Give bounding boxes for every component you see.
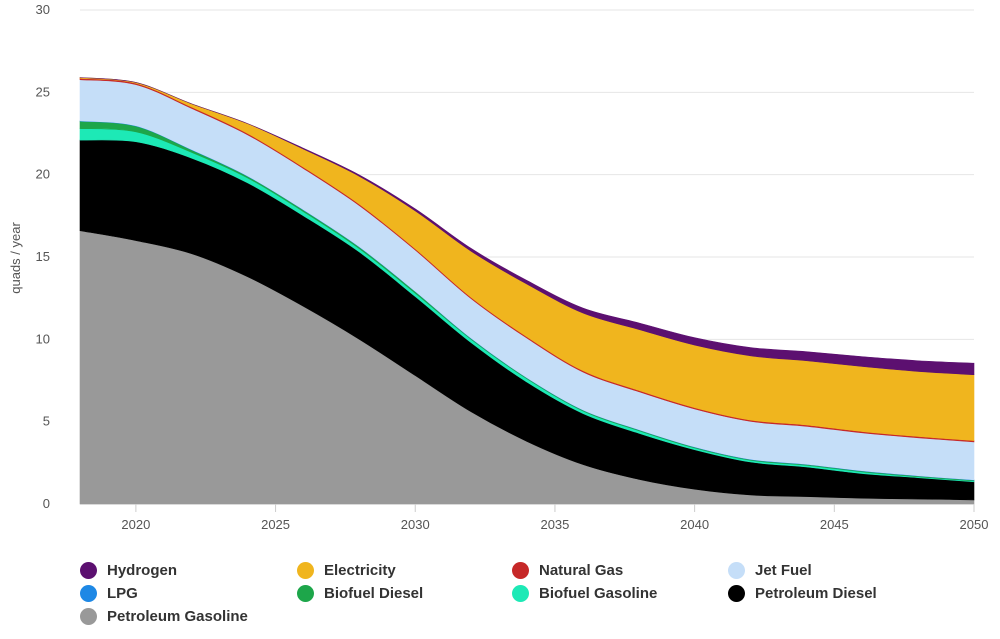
- legend-item-lpg[interactable]: LPG: [80, 583, 138, 603]
- x-tick-label: 2025: [261, 517, 290, 532]
- legend-swatch: [728, 584, 745, 602]
- legend-item-petroleum-diesel[interactable]: Petroleum Diesel: [728, 583, 877, 603]
- y-tick-label: 15: [36, 249, 50, 264]
- legend-label: Jet Fuel: [755, 561, 812, 579]
- legend-label: Biofuel Gasoline: [539, 584, 658, 602]
- y-tick-label: 0: [43, 496, 50, 511]
- legend-label: Petroleum Gasoline: [107, 607, 248, 625]
- y-tick-label: 10: [36, 331, 50, 346]
- legend-item-jet-fuel[interactable]: Jet Fuel: [728, 560, 812, 580]
- area-hydrogen: [79, 77, 975, 376]
- x-tick-label: 2020: [121, 517, 150, 532]
- legend-swatch: [512, 584, 529, 602]
- x-tick-label: 2050: [960, 517, 989, 532]
- legend-label: Electricity: [324, 561, 396, 579]
- legend-swatch: [512, 561, 529, 579]
- y-tick-label: 20: [36, 167, 50, 182]
- legend-label: Petroleum Diesel: [755, 584, 877, 602]
- y-tick-label: 25: [36, 84, 50, 99]
- legend-item-natural-gas[interactable]: Natural Gas: [512, 560, 623, 580]
- legend-swatch: [80, 607, 97, 625]
- x-tick-label: 2035: [540, 517, 569, 532]
- y-axis-title: quads / year: [8, 222, 23, 294]
- legend-item-petroleum-gasoline[interactable]: Petroleum Gasoline: [80, 606, 248, 626]
- series-areas: [79, 77, 975, 505]
- legend-item-biofuel-gasoline[interactable]: Biofuel Gasoline: [512, 583, 657, 603]
- legend-swatch: [297, 561, 314, 579]
- x-tick-label: 2040: [680, 517, 709, 532]
- legend-swatch: [297, 584, 314, 602]
- legend-label: Natural Gas: [539, 561, 624, 579]
- legend-label: Biofuel Diesel: [324, 584, 424, 602]
- x-tick-label: 2030: [401, 517, 430, 532]
- x-tick-label: 2045: [820, 517, 849, 532]
- legend-swatch: [728, 561, 745, 579]
- legend-swatch: [80, 584, 97, 602]
- legend-item-hydrogen[interactable]: Hydrogen: [80, 560, 177, 580]
- legend-swatch: [80, 561, 97, 579]
- legend-label: Hydrogen: [107, 561, 178, 579]
- legend-item-electricity[interactable]: Electricity: [297, 560, 396, 580]
- y-tick-label: 5: [43, 414, 50, 429]
- y-tick-label: 30: [36, 2, 50, 17]
- legend-label: LPG: [107, 584, 138, 602]
- legend-item-biofuel-diesel[interactable]: Biofuel Diesel: [297, 583, 423, 603]
